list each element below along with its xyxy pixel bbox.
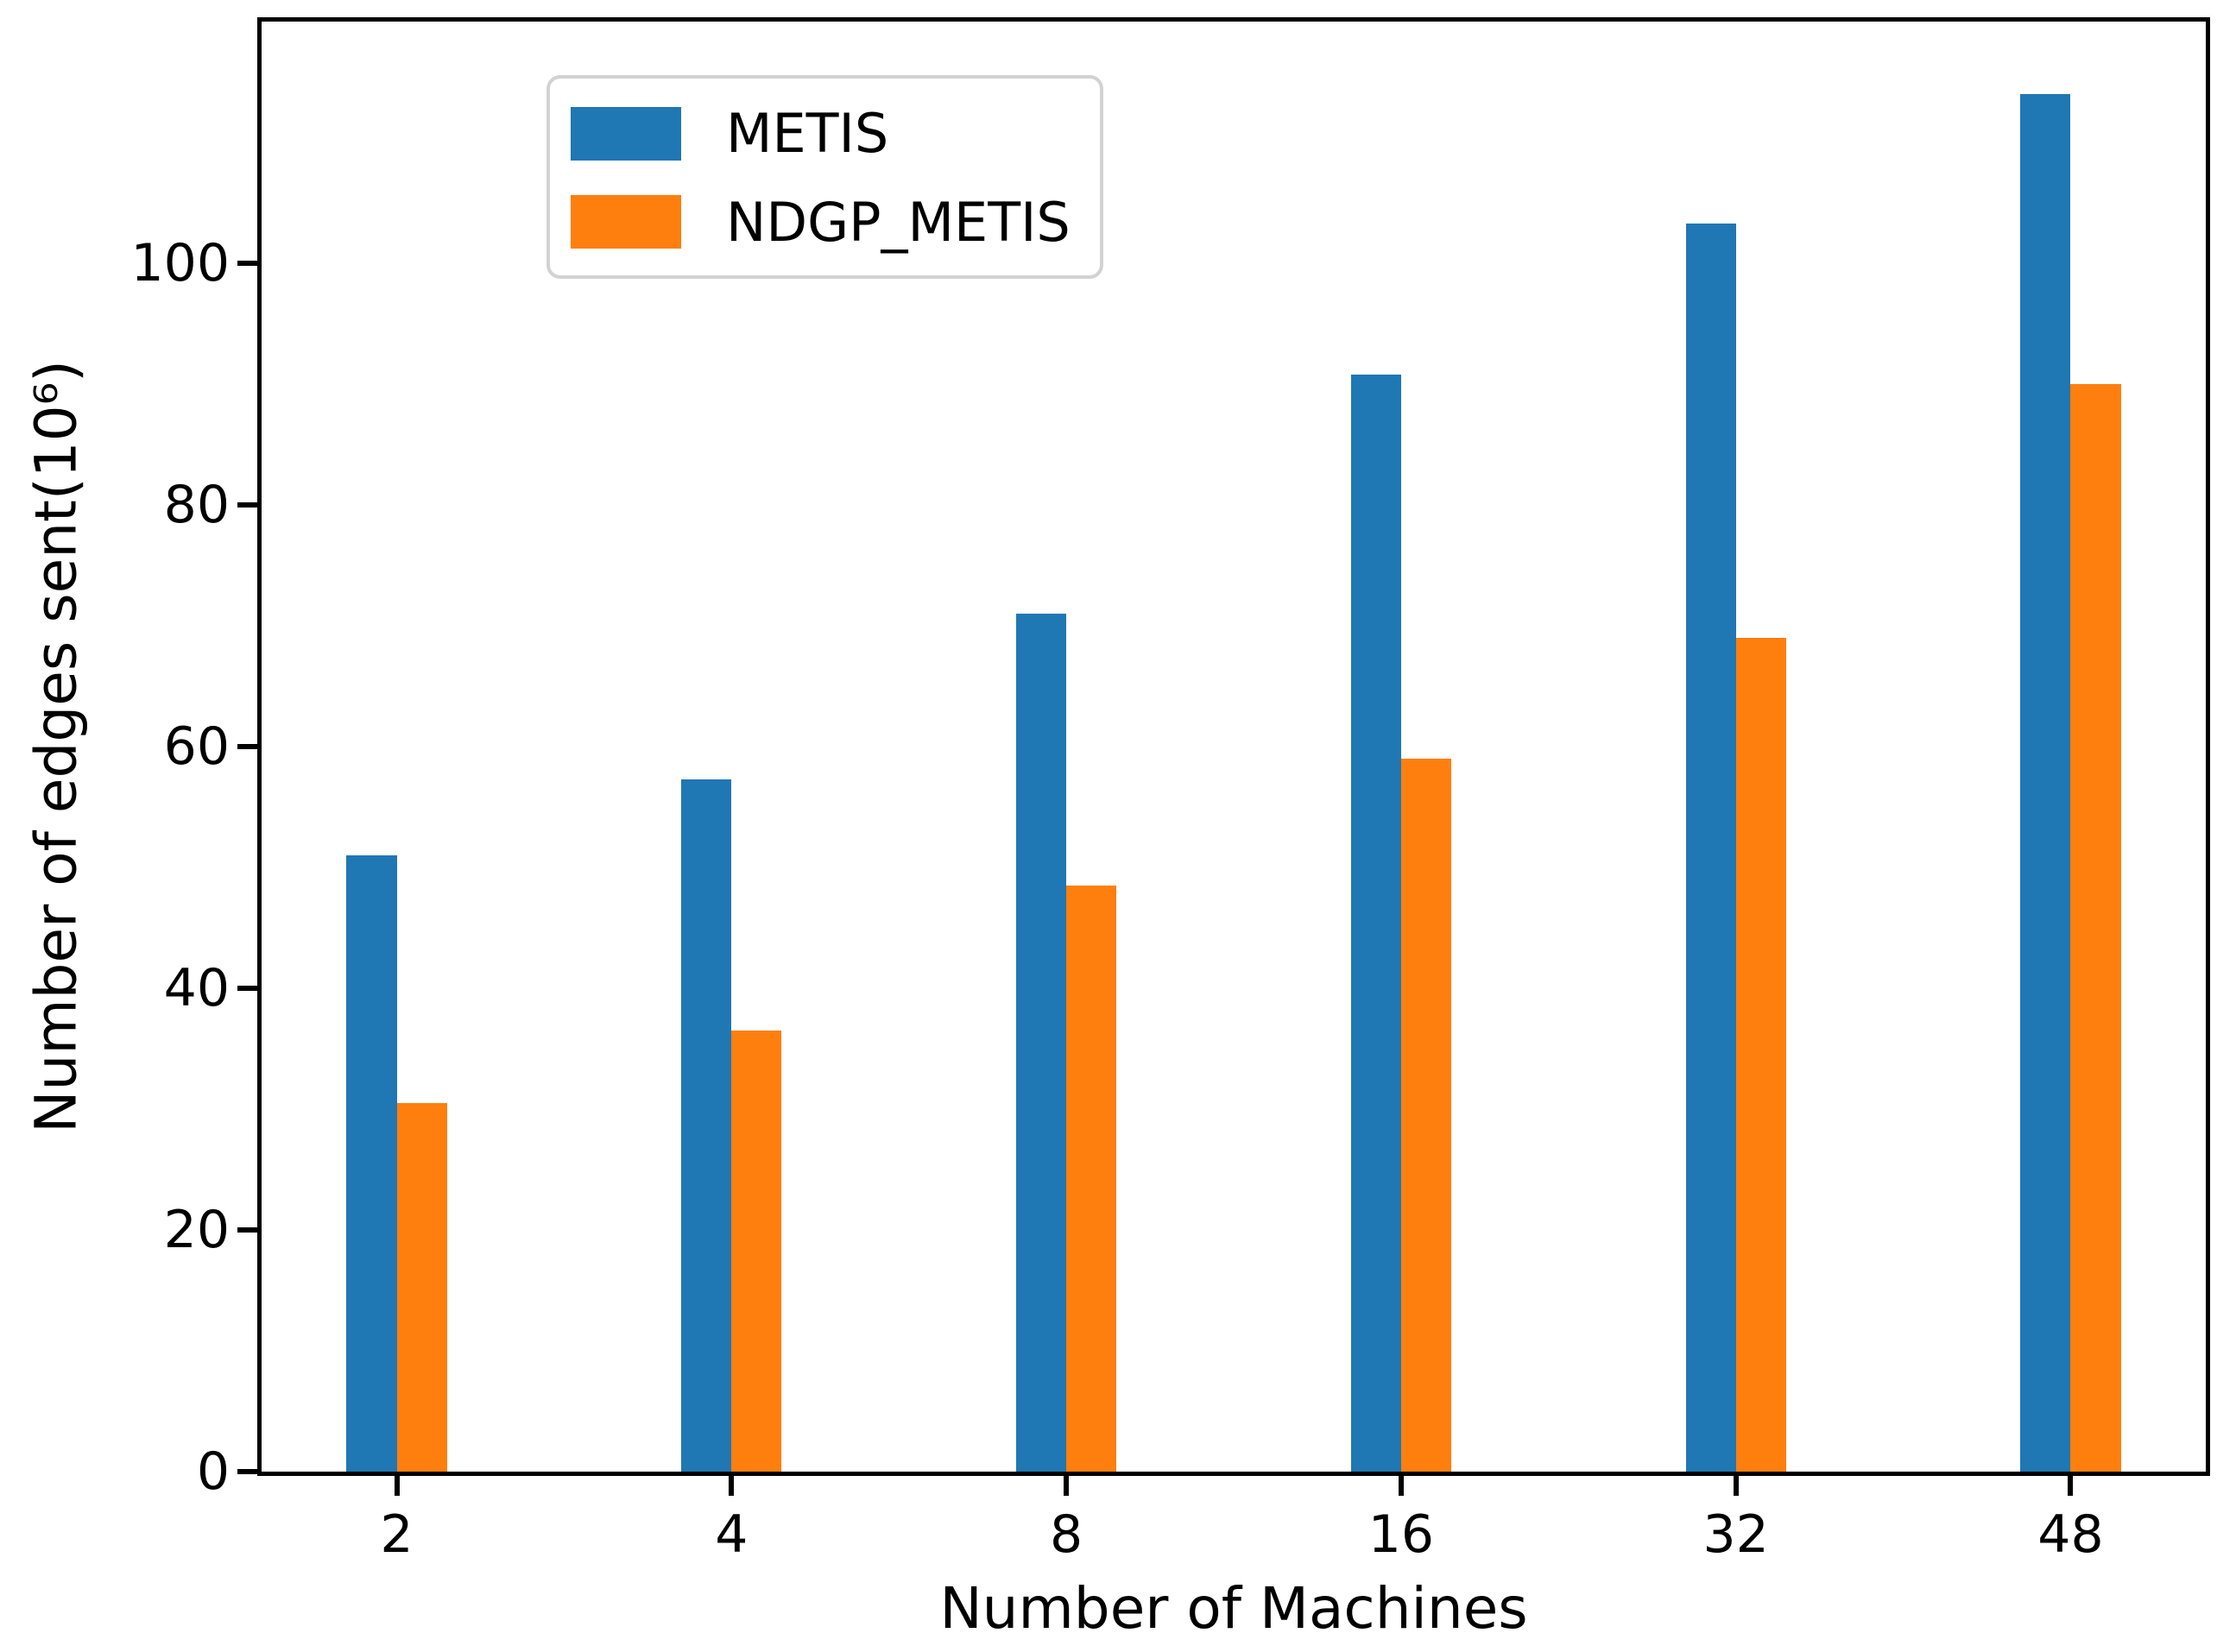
- plot-area: METIS NDGP_METIS: [257, 17, 2210, 1476]
- bar-ndgp-metis-4: [731, 1031, 782, 1472]
- legend: METIS NDGP_METIS: [546, 75, 1103, 279]
- x-tick: [729, 1476, 735, 1496]
- x-tick-label: 8: [1050, 1504, 1083, 1565]
- x-tick-label: 2: [380, 1504, 414, 1565]
- y-tick: [237, 1227, 257, 1233]
- x-tick: [1733, 1476, 1739, 1496]
- bar-metis-8: [1015, 614, 1067, 1472]
- x-tick-label: 48: [2037, 1504, 2104, 1565]
- x-tick-label: 4: [715, 1504, 748, 1565]
- bar-metis-16: [1350, 374, 1401, 1472]
- bar-ndgp-metis-32: [1735, 638, 1786, 1472]
- legend-item-ndgp-metis: NDGP_METIS: [571, 190, 1071, 254]
- legend-swatch-ndgp-metis: [571, 195, 681, 249]
- x-tick: [394, 1476, 400, 1496]
- y-tick: [237, 986, 257, 991]
- x-tick: [1398, 1476, 1404, 1496]
- legend-item-metis: METIS: [571, 103, 1071, 164]
- y-tick-label: 40: [163, 958, 230, 1018]
- bar-metis-48: [2020, 94, 2071, 1472]
- bar-metis-4: [681, 779, 732, 1472]
- bar-ndgp-metis-8: [1066, 886, 1117, 1472]
- y-tick: [237, 1469, 257, 1474]
- legend-swatch-metis: [571, 106, 681, 161]
- x-axis-label: Number of Machines: [939, 1575, 1528, 1642]
- bars-layer: [262, 22, 2206, 1472]
- y-tick-label: 0: [196, 1441, 230, 1502]
- y-tick: [237, 502, 257, 508]
- x-tick: [1064, 1476, 1070, 1496]
- y-tick: [237, 261, 257, 266]
- x-tick-label: 16: [1367, 1504, 1435, 1565]
- y-tick-label: 20: [163, 1200, 230, 1260]
- x-tick: [2068, 1476, 2074, 1496]
- y-tick-label: 80: [163, 475, 230, 535]
- y-tick-label: 60: [163, 716, 230, 777]
- y-tick-label: 100: [130, 233, 230, 293]
- bar-metis-2: [346, 855, 397, 1472]
- x-tick-label: 32: [1702, 1504, 1769, 1565]
- bar-metis-32: [1685, 223, 1736, 1472]
- bar-ndgp-metis-16: [1400, 759, 1452, 1472]
- y-tick: [237, 744, 257, 749]
- bar-ndgp-metis-48: [2070, 384, 2121, 1472]
- legend-label: NDGP_METIS: [726, 190, 1071, 254]
- legend-label: METIS: [726, 102, 889, 165]
- bar-ndgp-metis-2: [396, 1103, 447, 1472]
